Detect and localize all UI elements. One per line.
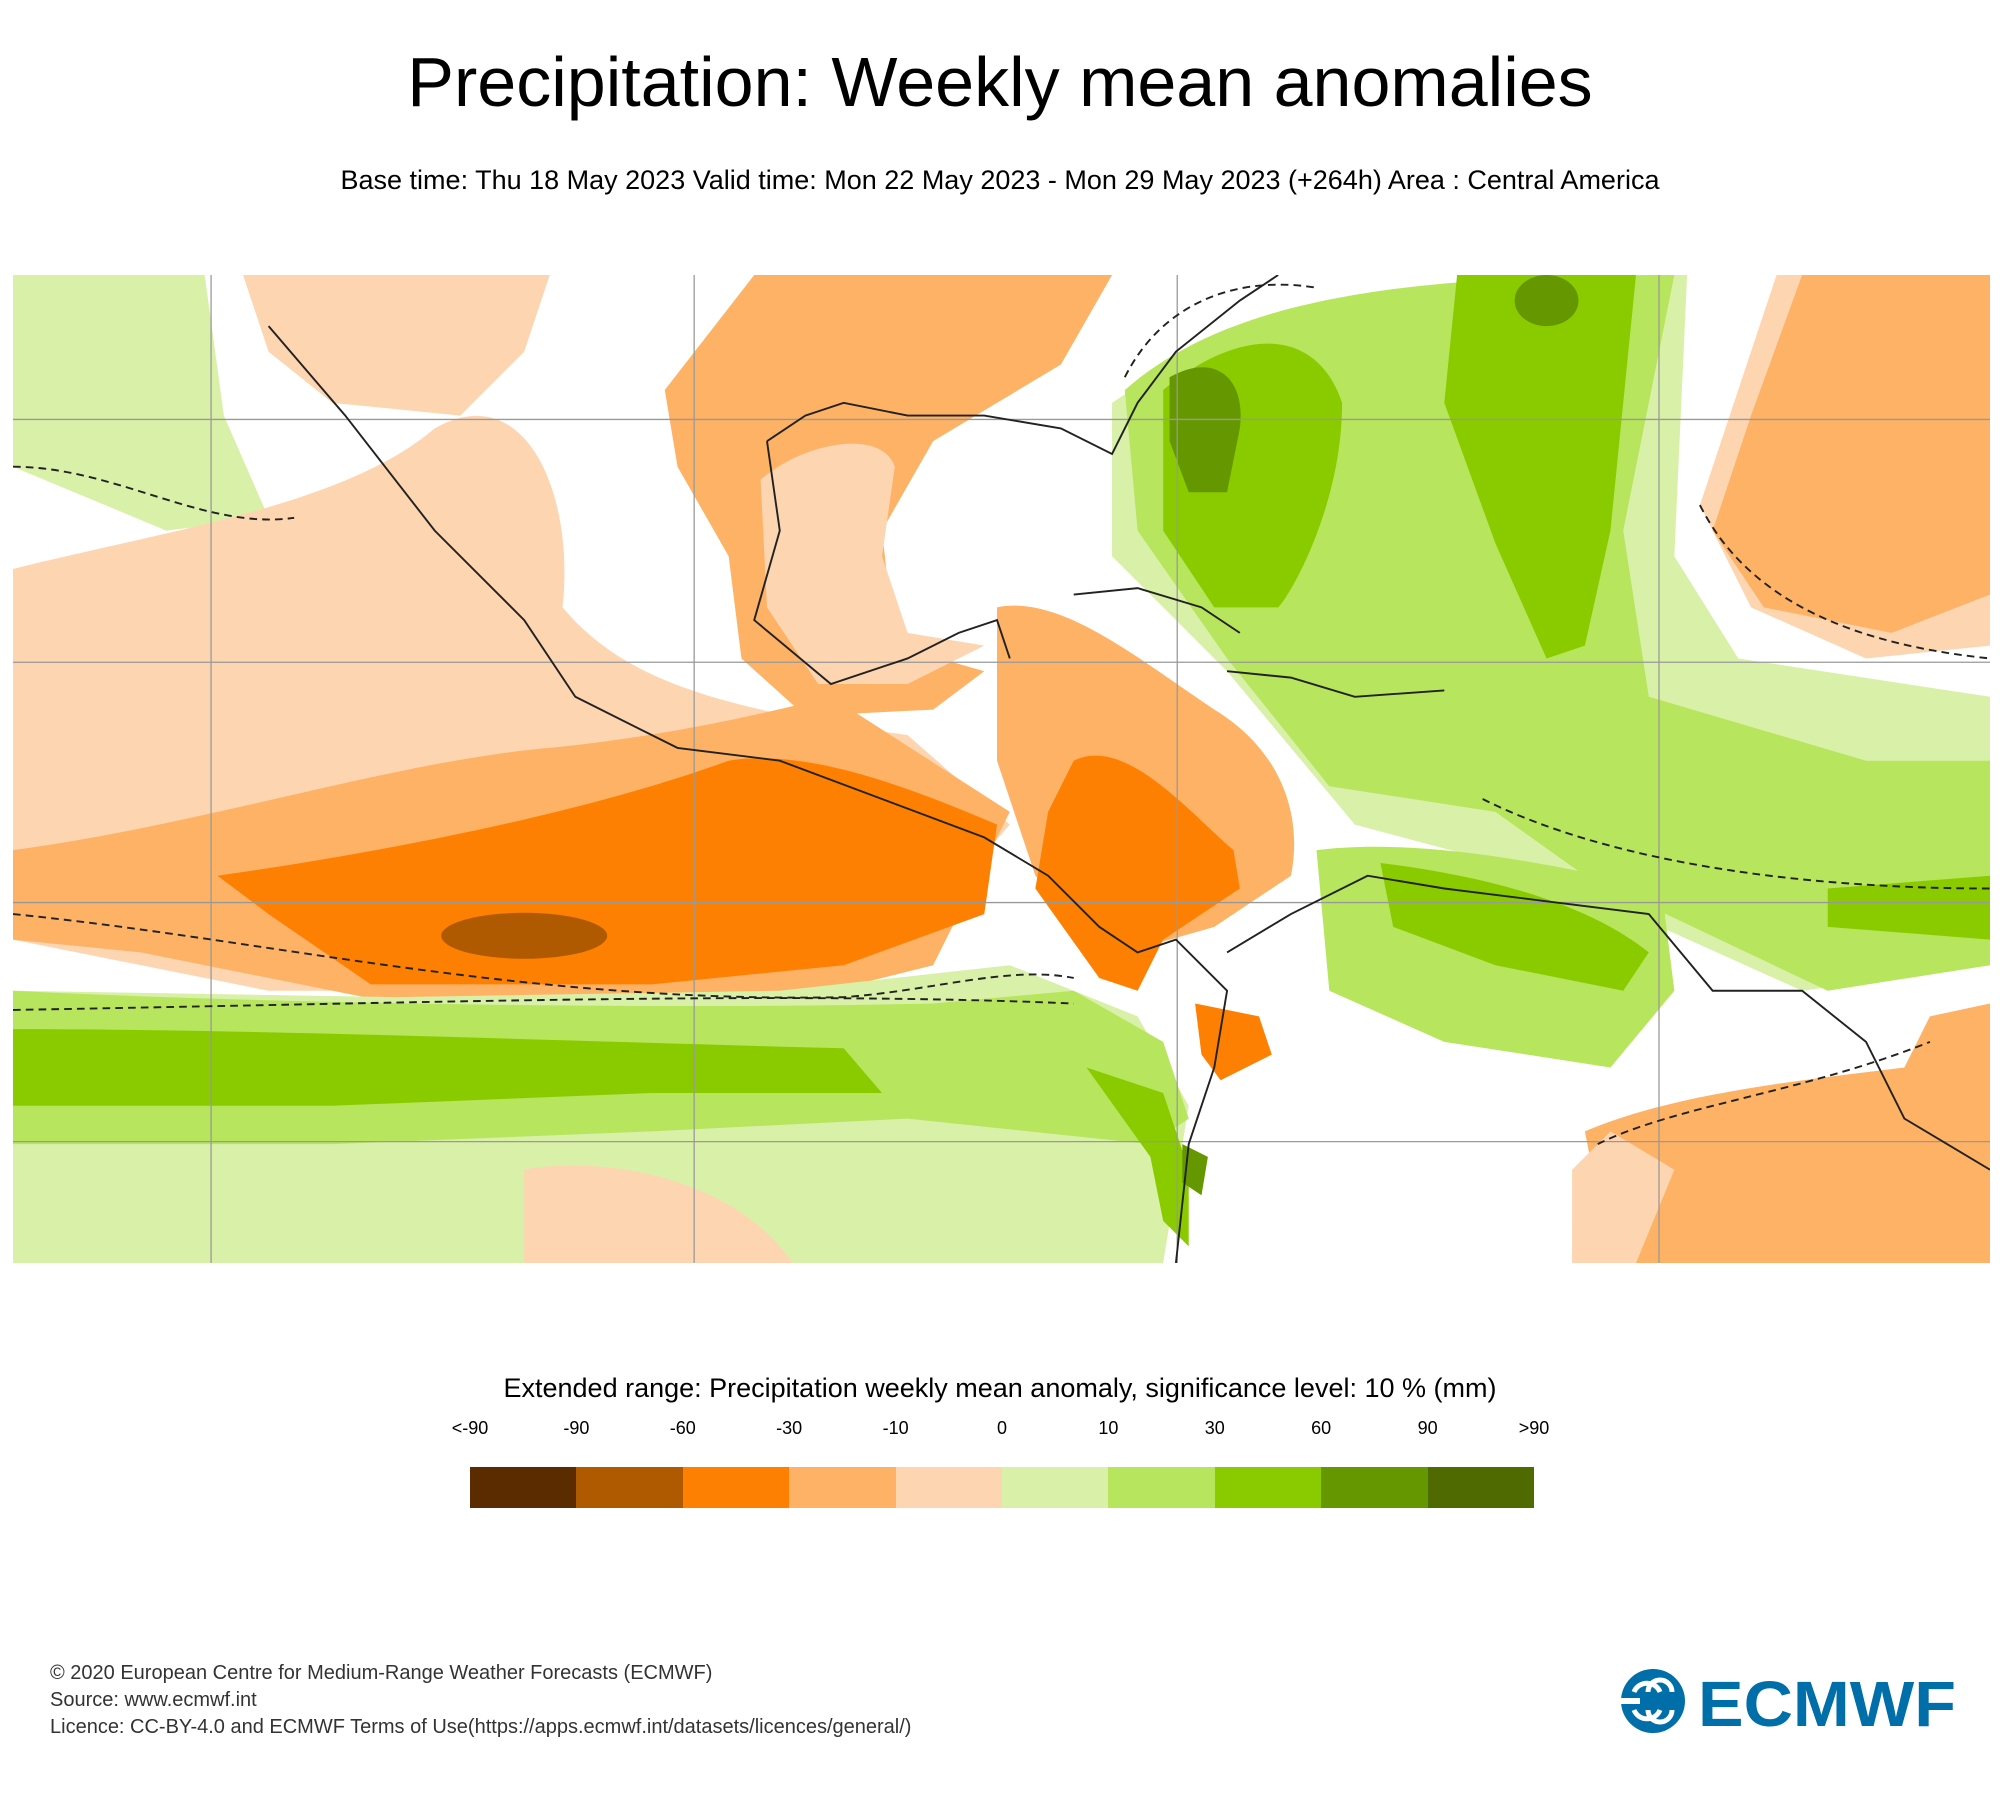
field-dark-orange-colombia bbox=[1195, 1003, 1272, 1081]
field-dark-green-ecuador bbox=[1182, 1144, 1208, 1196]
field-pale-green-nw bbox=[13, 275, 269, 531]
legend-swatch bbox=[1214, 1467, 1322, 1508]
chart-title: Precipitation: Weekly mean anomalies bbox=[407, 43, 1593, 121]
legend-swatch bbox=[470, 1467, 577, 1508]
legend-swatch bbox=[789, 1467, 896, 1508]
legend-swatch bbox=[1321, 1467, 1428, 1508]
field-peach-gulf bbox=[760, 443, 985, 685]
legend-label: 0 bbox=[996, 1418, 1008, 1438]
significance-contours bbox=[13, 283, 1990, 1145]
legend-label: 10 bbox=[1098, 1418, 1119, 1438]
legend-label: 30 bbox=[1204, 1418, 1225, 1438]
legend-swatch bbox=[576, 1467, 683, 1508]
legend-swatch bbox=[1108, 1467, 1215, 1508]
ecmwf-logo: ECMWF bbox=[1620, 1668, 1956, 1734]
legend-swatch bbox=[1427, 1467, 1535, 1508]
field-peach-south bbox=[524, 1165, 793, 1263]
field-peach-southeast bbox=[1572, 1131, 1675, 1263]
field-dark-orange-west bbox=[217, 758, 998, 985]
field-orange-atlantic-core bbox=[1712, 275, 1990, 633]
legend-label: <-90 bbox=[451, 1418, 489, 1438]
precipitation-anomaly-map bbox=[13, 275, 1990, 1263]
chart-subtitle: Base time: Thu 18 May 2023 Valid time: M… bbox=[340, 165, 1660, 195]
field-green-atlantic-central bbox=[1444, 275, 1637, 659]
field-dark-orange-caribbean bbox=[1035, 755, 1240, 991]
source-text: Source: www.ecmwf.int bbox=[50, 1689, 257, 1711]
legend-label: -60 bbox=[669, 1418, 696, 1438]
licence-text: Licence: CC-BY-4.0 and ECMWF Terms of Us… bbox=[50, 1716, 912, 1738]
field-green-ecuador bbox=[1086, 1067, 1189, 1247]
field-green-south bbox=[13, 1029, 883, 1106]
legend-swatch bbox=[1002, 1467, 1109, 1508]
legend-label: -90 bbox=[563, 1418, 590, 1438]
legend-label: 60 bbox=[1311, 1418, 1332, 1438]
legend-label: >90 bbox=[1518, 1418, 1550, 1438]
copyright-text: © 2020 European Centre for Medium-Range … bbox=[50, 1662, 713, 1684]
legend-swatch bbox=[895, 1467, 1003, 1508]
legend-labels: <-90 -90 -60 -30 -10 0 10 30 60 90 >90 bbox=[452, 1418, 1550, 1440]
legend-label: 90 bbox=[1417, 1418, 1438, 1438]
field-brown-core bbox=[441, 912, 608, 959]
legend-swatch bbox=[682, 1467, 790, 1508]
field-green-east-band bbox=[1827, 875, 1990, 940]
logo-text: ECMWF bbox=[1698, 1668, 1956, 1734]
legend-label: -10 bbox=[882, 1418, 909, 1438]
legend-label: -30 bbox=[776, 1418, 803, 1438]
coastlines bbox=[267, 275, 1990, 1263]
anomaly-fields bbox=[13, 275, 1990, 1263]
field-green-caribbean-core bbox=[1380, 862, 1649, 991]
field-dark-green-atlantic bbox=[1514, 275, 1579, 327]
legend-title: Extended range: Precipitation weekly mea… bbox=[503, 1373, 1497, 1403]
footer-credits: © 2020 European Centre for Medium-Range … bbox=[50, 1660, 911, 1741]
field-dark-green-florida bbox=[1169, 367, 1241, 493]
field-peach-north bbox=[243, 275, 550, 416]
field-orange-southeast bbox=[1584, 1003, 1990, 1263]
legend-colorbar bbox=[470, 1467, 1535, 1508]
